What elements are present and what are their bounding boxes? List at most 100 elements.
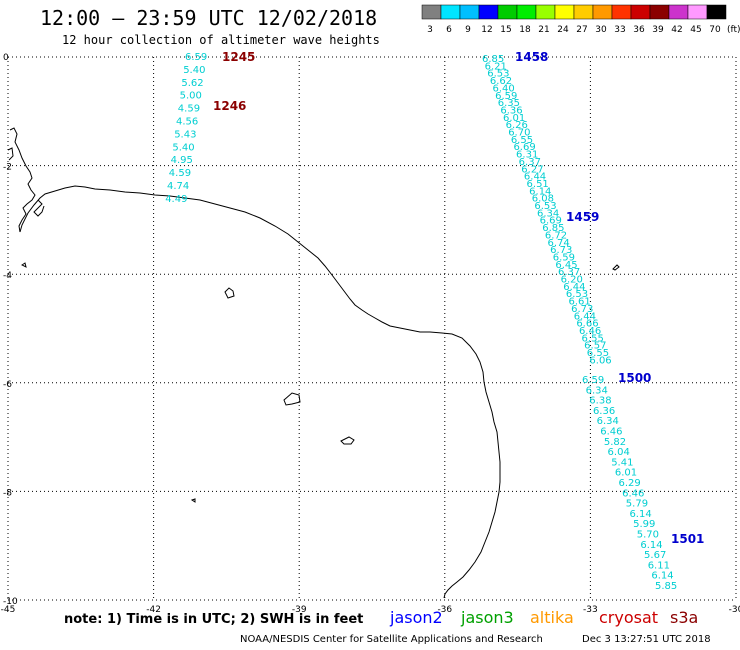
west-track-value: 5.40	[172, 142, 194, 153]
satellite-altika: altika	[530, 608, 574, 627]
east-dense-track-value: 6.59	[553, 252, 575, 263]
island-4	[612, 264, 620, 271]
legend-swatch	[630, 4, 651, 20]
coastline-brazil	[19, 185, 501, 599]
footer-credit: NOAA/NESDIS Center for Satellite Applica…	[240, 634, 543, 645]
time-label: 1500	[618, 371, 651, 385]
east-dense-track-value: 6.62	[490, 76, 512, 87]
east-dense-track-value: 6.85	[542, 223, 564, 234]
lat-lon-grid: -45 -42 -39 -36 -33 -30 0 -2 -4 -6 -8 -10	[1, 53, 740, 615]
east-dense-track-value: 6.14	[529, 186, 551, 197]
legend-label: 6	[446, 25, 452, 35]
legend-swatch	[535, 4, 556, 20]
legend-label: 9	[465, 25, 471, 35]
east-sparse-track-value: 6.14	[629, 509, 651, 520]
east-dense-track-value: 6.55	[511, 135, 533, 146]
map-title: 12:00 — 23:59 UTC 12/02/2018	[40, 6, 378, 30]
east-sparse-track-value: 5.85	[655, 581, 677, 592]
legend-swatch	[516, 4, 537, 20]
east-dense-track-value: 6.74	[548, 238, 570, 249]
east-dense-track-value: 6.45	[555, 260, 577, 271]
east-sparse-track-value: 5.67	[644, 550, 666, 561]
east-dense-track-value: 6.57	[584, 341, 606, 352]
legend-swatch	[421, 4, 442, 20]
east-dense-track-value: 6.55	[582, 333, 604, 344]
legend-label: 33	[614, 25, 625, 35]
legend-label: 27	[576, 25, 587, 35]
time-label: 1501	[671, 532, 704, 546]
legend-swatch	[592, 4, 613, 20]
coastline-northeast-islands	[7, 127, 45, 233]
east-dense-track-value: 6.40	[492, 83, 514, 94]
legend-label: 21	[538, 25, 549, 35]
east-sparse-track-value: 6.46	[600, 427, 622, 438]
east-dense-track-value: 6.85	[482, 54, 504, 65]
east-dense-track-value: 6.51	[527, 179, 549, 190]
legend-label: 15	[500, 25, 511, 35]
lon-tick-label: -39	[292, 605, 307, 615]
east-dense-track-value: 6.72	[545, 230, 567, 241]
island-5	[21, 262, 27, 268]
lat-tick-label: -10	[3, 597, 18, 607]
time-label: 1458	[515, 50, 548, 64]
lon-tick-label: -45	[1, 605, 16, 615]
east-sparse-track-value: 6.14	[651, 571, 673, 582]
east-sparse-track-value: 6.04	[608, 447, 630, 458]
west-track-value: 5.40	[183, 65, 205, 76]
west-track-value: 4.49	[165, 194, 187, 205]
east-dense-track-value: 6.35	[498, 98, 520, 109]
east-dense-track-value: 6.59	[495, 91, 517, 102]
east-sparse-track-value: 5.70	[637, 530, 659, 541]
east-sparse-track-value: 5.41	[611, 457, 633, 468]
footer-timestamp: Dec 3 13:27:51 UTC 2018	[582, 634, 711, 645]
legend-swatch	[497, 4, 518, 20]
time-label: 1459	[566, 210, 599, 224]
note-text: note: 1) Time is in UTC; 2) SWH is in fe…	[64, 612, 364, 627]
legend-label: 39	[652, 25, 664, 35]
east-dense-track-value: 6.34	[537, 208, 559, 219]
legend-swatch	[478, 4, 499, 20]
east-sparse-track-value: 6.01	[615, 468, 637, 479]
east-dense-track-value: 6.08	[532, 194, 554, 205]
east-sparse-track-value: 5.79	[626, 499, 648, 510]
east-sparse-track-value: 5.82	[604, 437, 626, 448]
east-sparse-track-value: 6.11	[648, 560, 670, 571]
east-sparse-track-value: 5.99	[633, 519, 655, 530]
east-dense-track-value: 6.70	[508, 128, 530, 139]
east-dense-track-value: 6.53	[566, 289, 588, 300]
east-dense-track-value: 6.69	[540, 216, 562, 227]
lat-tick-label: -6	[3, 380, 12, 390]
west-track-value: 5.43	[174, 129, 196, 140]
east-dense-track-value: 6.44	[563, 282, 585, 293]
east-dense-track-value: 6.69	[513, 142, 535, 153]
legend-swatch	[649, 4, 670, 20]
east-sparse-track-value: 6.38	[589, 396, 611, 407]
legend-swatch	[554, 4, 575, 20]
lat-tick-label: -4	[3, 271, 12, 281]
color-legend: 3 6 9 12 15 18 21 24 27 30 33 36 39 42 45 70 (ft)	[421, 4, 740, 35]
east-sparse-track-value: 6.34	[597, 416, 619, 427]
coastline	[7, 127, 620, 599]
west-track-value: 4.56	[176, 117, 198, 128]
east-dense-track-value: 6.66	[576, 319, 598, 330]
legend-swatch	[611, 4, 632, 20]
time-label: 1245	[222, 50, 255, 64]
east-dense-track-value: 6.01	[503, 113, 525, 124]
east-dense-track-value: 6.73	[550, 245, 572, 256]
legend-swatch	[668, 4, 689, 20]
east-sparse-track-value: 6.14	[640, 540, 662, 551]
satellite-s3a: s3a	[670, 608, 699, 627]
lon-tick-label: -36	[437, 605, 452, 615]
lon-tick-label: -30	[729, 605, 740, 615]
east-dense-track-value: 6.37	[558, 267, 580, 278]
west-track-value: 4.59	[169, 168, 191, 179]
lat-tick-label: 0	[3, 53, 9, 63]
legend-unit: (ft)	[727, 25, 740, 35]
west-track-value: 5.62	[181, 78, 203, 89]
east-dense-track-value: 6.20	[561, 275, 583, 286]
west-track-value: 6.59	[185, 52, 207, 63]
east-dense-track-value: 6.26	[506, 120, 528, 131]
east-dense-track-value: 6.36	[500, 105, 522, 116]
legend-label: 24	[557, 25, 569, 35]
legend-label: 42	[671, 25, 682, 35]
